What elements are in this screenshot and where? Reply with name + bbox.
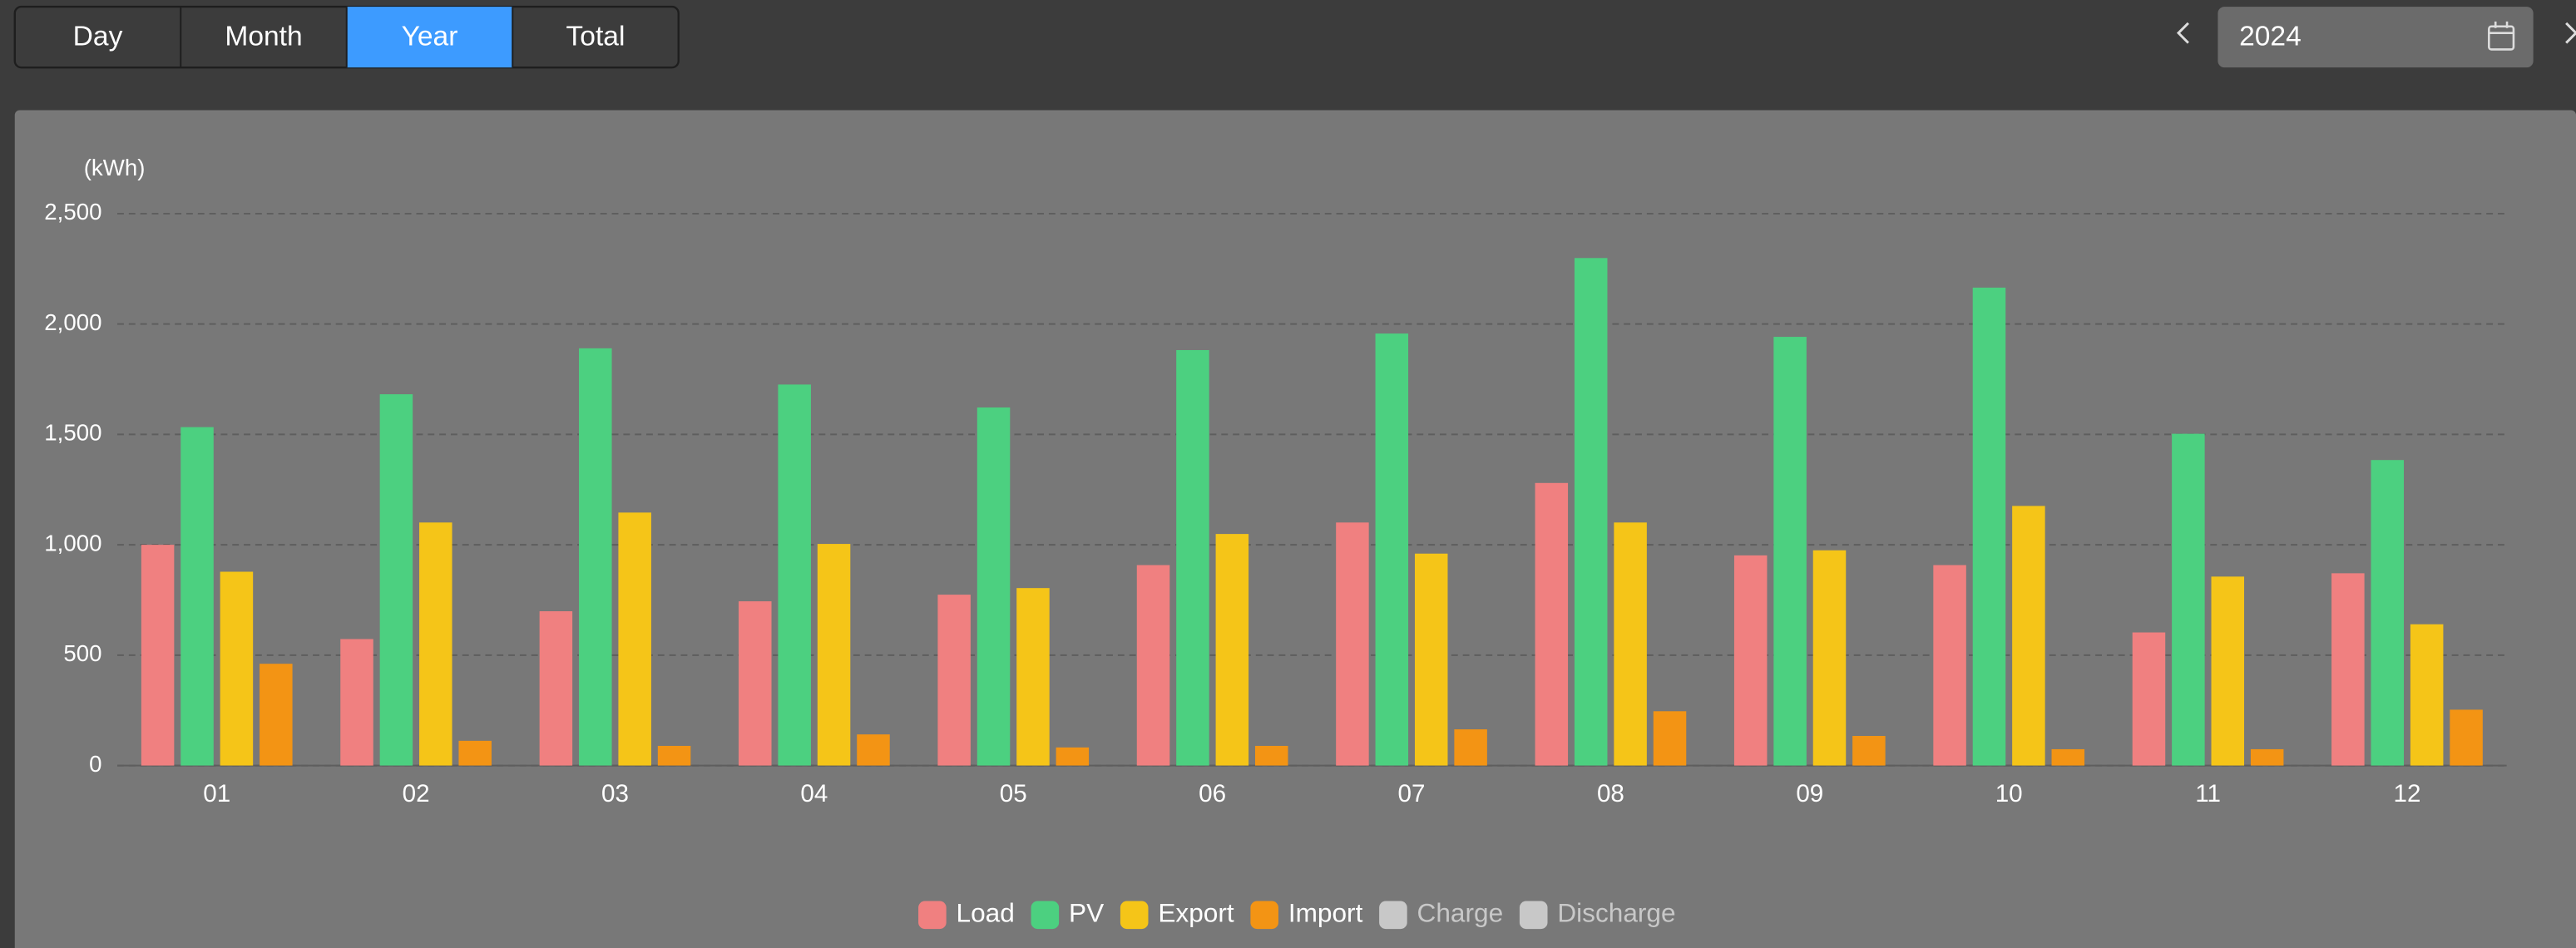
date-value: 2024 <box>2239 21 2302 52</box>
legend-label[interactable]: Import <box>1288 898 1363 928</box>
bar <box>618 512 651 766</box>
legend: Load PV Export Import Charge Discharge <box>918 898 1676 930</box>
legend-label[interactable]: Load <box>957 898 1015 928</box>
legend-label[interactable]: Export <box>1158 898 1234 928</box>
tab-active-bg <box>346 7 513 68</box>
bar <box>739 601 772 766</box>
bar <box>340 639 373 766</box>
bar <box>977 407 1011 766</box>
bar <box>657 745 691 766</box>
bar <box>1176 349 1209 766</box>
legend-swatch[interactable] <box>1120 901 1149 930</box>
x-tick-label: 04 <box>800 780 828 807</box>
bar <box>857 734 890 766</box>
y-tick-label: 1,000 <box>44 530 101 555</box>
legend-label[interactable]: Charge <box>1417 898 1504 928</box>
bar <box>2250 748 2284 766</box>
legend-swatch[interactable] <box>918 901 947 930</box>
y-axis-label: (kWh) <box>84 155 146 180</box>
x-tick-label: 01 <box>203 780 230 807</box>
bar <box>1933 565 1966 766</box>
tab[interactable]: Month <box>225 21 302 52</box>
x-tick-label: 12 <box>2393 780 2420 807</box>
bar <box>1336 522 1369 766</box>
bar <box>1812 550 1847 766</box>
bar <box>1414 553 1448 766</box>
bar <box>1136 565 1170 766</box>
legend-label[interactable]: PV <box>1069 898 1104 928</box>
bar <box>379 394 413 766</box>
bar <box>2211 576 2245 766</box>
bar <box>579 348 612 766</box>
tab[interactable]: Year <box>402 21 458 52</box>
bar <box>180 427 214 766</box>
tab-bar: Day Month Year Total <box>13 5 680 69</box>
y-tick-label: 500 <box>63 640 101 666</box>
next-button[interactable] <box>2565 22 2576 44</box>
bar <box>220 571 254 766</box>
y-tick-label: 2,000 <box>44 309 101 335</box>
legend-swatch[interactable] <box>1519 901 1548 930</box>
bar <box>1375 333 1409 766</box>
bar <box>141 545 175 766</box>
calendar-icon <box>2488 21 2515 51</box>
y-tick-label: 1,500 <box>44 420 101 446</box>
bar <box>1773 337 1807 766</box>
bar <box>1454 729 1487 766</box>
bar <box>937 595 971 766</box>
x-tick-label: 06 <box>1199 780 1226 807</box>
bar <box>1535 482 1569 766</box>
bar <box>2051 748 2085 766</box>
bar <box>1972 287 2006 766</box>
x-tick-label: 10 <box>1995 780 2023 807</box>
bar <box>1254 745 1288 766</box>
y-tick-label: 0 <box>89 751 101 777</box>
prev-button[interactable] <box>2176 22 2189 44</box>
x-tick-label: 07 <box>1398 780 1426 807</box>
tab[interactable]: Day <box>73 21 123 52</box>
x-tick-label: 02 <box>403 780 430 807</box>
bar <box>1852 736 1886 766</box>
bar <box>2172 433 2205 766</box>
bar <box>2371 460 2405 766</box>
x-tick-label: 03 <box>601 780 629 807</box>
bar <box>2450 709 2483 766</box>
x-tick-label: 08 <box>1597 780 1624 807</box>
tab[interactable]: Total <box>566 21 625 52</box>
legend-swatch[interactable] <box>1250 901 1278 930</box>
legend-label[interactable]: Discharge <box>1557 898 1675 928</box>
bar <box>1653 711 1687 766</box>
x-tick-label: 05 <box>1000 780 1027 807</box>
bar <box>1056 747 1090 766</box>
bar <box>1614 522 1647 766</box>
bar <box>778 384 811 766</box>
bar <box>2132 632 2166 766</box>
bar <box>817 544 851 766</box>
plot: 0 500 1,000 1,500 2,000 2,500 01 02 03 04 05 06 07 08… <box>44 199 2507 807</box>
bar <box>1016 588 1050 766</box>
bar <box>2410 624 2444 766</box>
bar <box>2012 506 2045 766</box>
bar <box>260 664 293 766</box>
legend-swatch[interactable] <box>1031 901 1060 930</box>
bar <box>419 522 452 766</box>
legend-swatch[interactable] <box>1379 901 1407 930</box>
bar <box>1574 258 1608 766</box>
bar <box>2331 573 2365 766</box>
date-picker[interactable] <box>2218 7 2534 68</box>
bar <box>1733 555 1768 766</box>
x-tick-label: 11 <box>2195 780 2221 807</box>
y-tick-label: 2,500 <box>44 199 101 225</box>
bar <box>1215 534 1249 766</box>
x-tick-label: 09 <box>1796 780 1823 807</box>
bar <box>539 611 573 766</box>
bar <box>458 740 492 766</box>
